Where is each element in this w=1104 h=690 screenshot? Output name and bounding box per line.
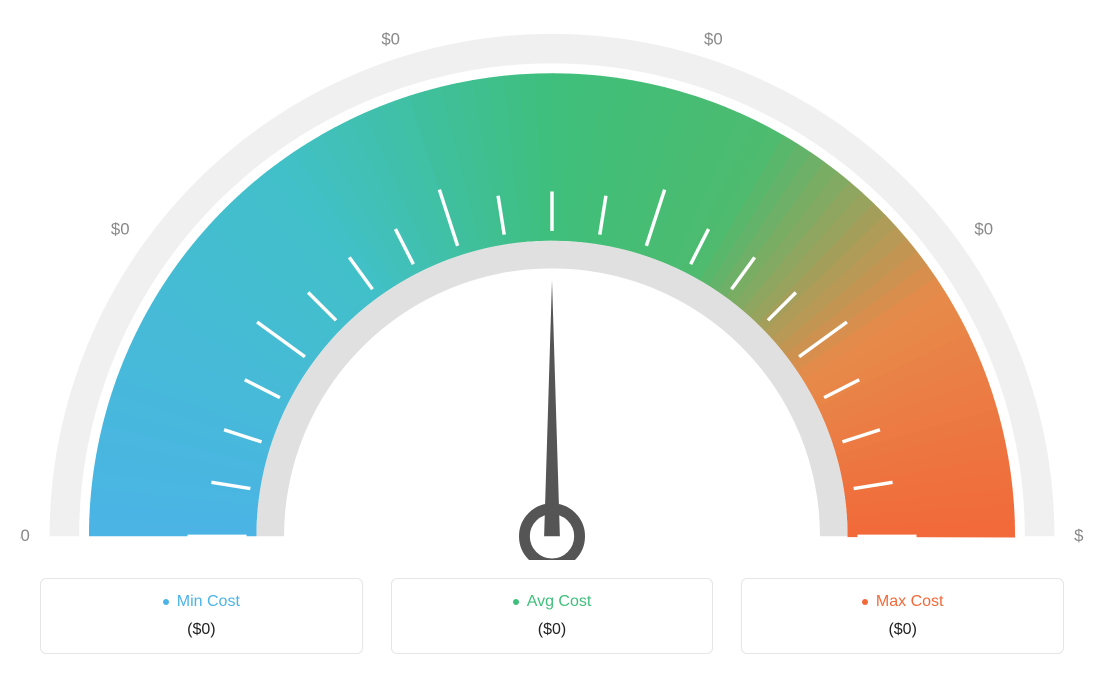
gauge-tick-label: $0 [1074,526,1084,545]
legend-row: Min Cost ($0) Avg Cost ($0) Max Cost ($0… [20,578,1084,654]
legend-card-max: Max Cost ($0) [741,578,1064,654]
legend-min-label: Min Cost [177,593,240,611]
legend-avg-value: ($0) [402,621,703,639]
gauge-tick-label: $0 [20,526,30,545]
legend-max-label: Max Cost [876,593,944,611]
legend-max-value: ($0) [752,621,1053,639]
legend-avg-label-row: Avg Cost [402,593,703,611]
gauge-tick-label: $0 [381,30,400,49]
gauge-needle [544,280,560,536]
legend-max-label-row: Max Cost [752,593,1053,611]
gauge-svg: $0 $0 $0 $0 $0 $0 [20,20,1084,560]
legend-card-min: Min Cost ($0) [40,578,363,654]
legend-dot-avg [513,599,519,605]
legend-dot-max [862,599,868,605]
legend-card-avg: Avg Cost ($0) [391,578,714,654]
legend-avg-label: Avg Cost [527,593,592,611]
gauge-tick-label: $0 [111,219,130,238]
legend-min-value: ($0) [51,621,352,639]
legend-min-label-row: Min Cost [51,593,352,611]
gauge-chart: $0 $0 $0 $0 $0 $0 [20,20,1084,560]
legend-dot-min [163,599,169,605]
gauge-tick-label: $0 [974,219,993,238]
gauge-tick-label: $0 [704,30,723,49]
